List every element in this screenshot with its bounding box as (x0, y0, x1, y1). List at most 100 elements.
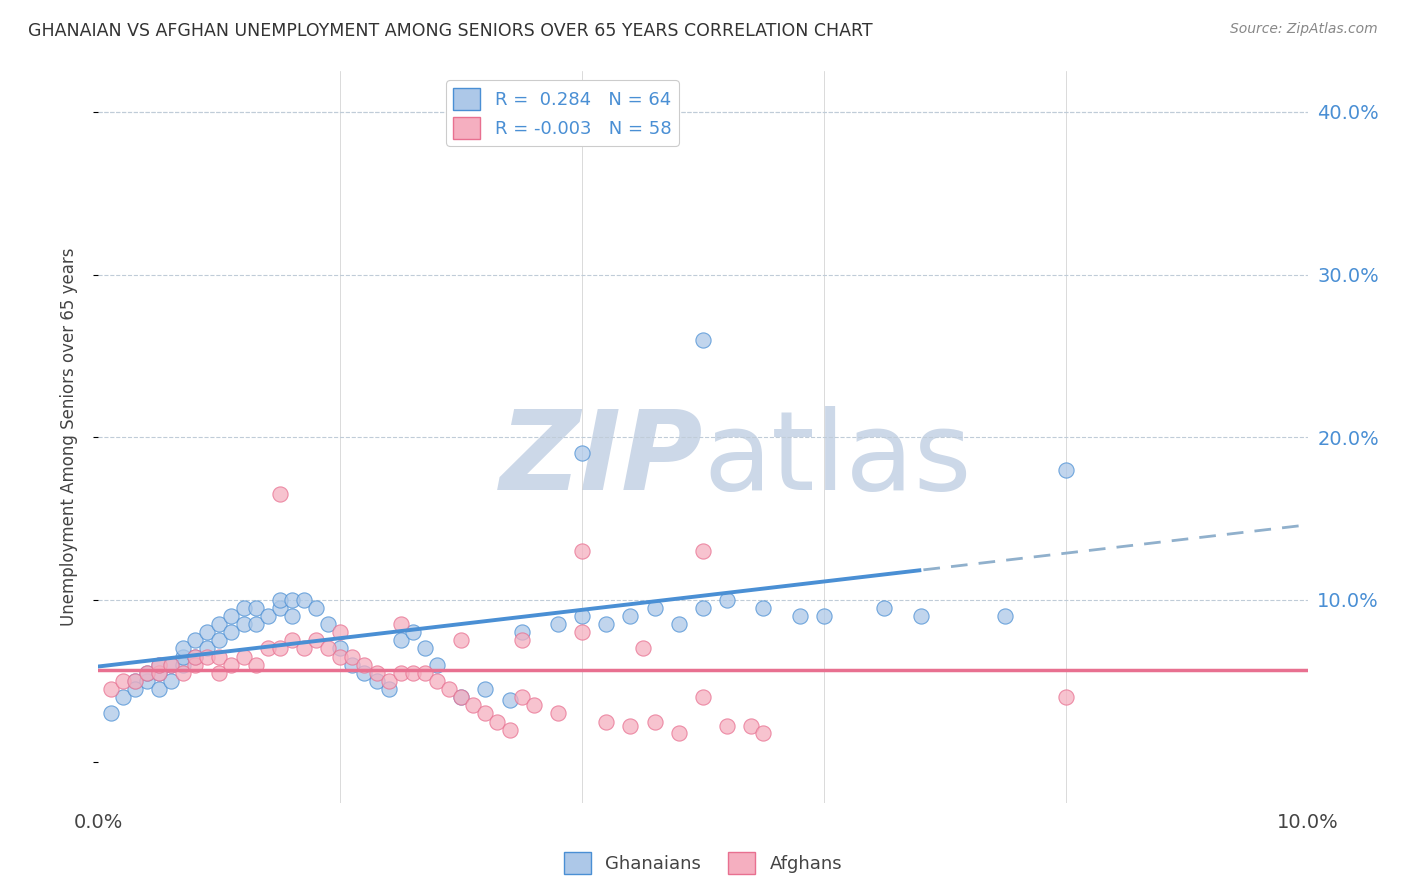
Point (692, 333, 714, 347)
Point (789, 608, 811, 623)
Point (450, 690, 472, 705)
Point (232, 600, 254, 615)
Point (366, 673, 388, 688)
Point (547, 617, 569, 632)
Point (353, 657, 375, 672)
Point (752, 726, 775, 740)
Point (329, 641, 352, 656)
Point (437, 681, 460, 696)
Point (245, 617, 267, 632)
Point (329, 625, 352, 640)
Point (148, 681, 170, 696)
Point (221, 657, 243, 672)
Point (148, 657, 170, 672)
Point (172, 641, 194, 656)
Point (124, 673, 146, 688)
Point (498, 723, 520, 737)
Legend: Ghanaians, Afghans: Ghanaians, Afghans (557, 845, 849, 881)
Point (619, 608, 641, 623)
Point (510, 633, 533, 648)
Point (474, 706, 496, 721)
Point (111, 690, 134, 705)
Point (377, 673, 399, 688)
Point (413, 641, 436, 656)
Point (184, 649, 207, 664)
Point (619, 719, 641, 733)
Point (184, 633, 207, 648)
Point (172, 649, 194, 664)
Point (994, 608, 1017, 623)
Y-axis label: Unemployment Among Seniors over 65 years: Unemployment Among Seniors over 65 years (59, 248, 77, 626)
Point (281, 592, 304, 607)
Point (377, 681, 399, 696)
Point (245, 657, 267, 672)
Point (100, 706, 122, 721)
Point (305, 600, 328, 615)
Point (148, 665, 170, 680)
Point (389, 633, 412, 648)
Point (316, 617, 339, 632)
Point (910, 608, 932, 623)
Point (292, 641, 315, 656)
Point (148, 657, 170, 672)
Point (571, 544, 593, 558)
Point (221, 608, 243, 623)
Point (1054, 690, 1077, 705)
Point (184, 657, 207, 672)
Point (292, 592, 315, 607)
Point (160, 657, 183, 672)
Point (232, 649, 254, 664)
Point (463, 698, 485, 713)
Point (486, 714, 509, 729)
Point (402, 665, 425, 680)
Text: Source: ZipAtlas.com: Source: ZipAtlas.com (1230, 22, 1378, 37)
Point (571, 446, 593, 460)
Point (450, 633, 472, 648)
Point (195, 649, 218, 664)
Point (498, 693, 520, 707)
Point (389, 665, 412, 680)
Point (160, 657, 183, 672)
Point (353, 665, 375, 680)
Point (716, 719, 738, 733)
Point (135, 673, 157, 688)
Point (269, 641, 291, 656)
Point (389, 617, 412, 632)
Point (329, 649, 352, 664)
Point (124, 681, 146, 696)
Point (232, 617, 254, 632)
Point (644, 600, 666, 615)
Point (813, 608, 835, 623)
Point (644, 714, 666, 729)
Point (668, 726, 690, 740)
Point (342, 657, 364, 672)
Point (245, 600, 267, 615)
Point (184, 649, 207, 664)
Point (195, 625, 218, 640)
Point (523, 698, 546, 713)
Point (281, 608, 304, 623)
Point (631, 641, 654, 656)
Point (595, 617, 617, 632)
Point (342, 649, 364, 664)
Point (716, 592, 738, 607)
Point (195, 641, 218, 656)
Point (172, 657, 194, 672)
Point (269, 600, 291, 615)
Point (256, 608, 278, 623)
Point (281, 633, 304, 648)
Point (510, 625, 533, 640)
Point (413, 665, 436, 680)
Point (402, 625, 425, 640)
Point (571, 625, 593, 640)
Point (474, 681, 496, 696)
Point (208, 665, 231, 680)
Point (256, 641, 278, 656)
Point (135, 665, 157, 680)
Point (148, 665, 170, 680)
Point (547, 706, 569, 721)
Point (692, 690, 714, 705)
Point (269, 487, 291, 501)
Point (208, 617, 231, 632)
Point (450, 690, 472, 705)
